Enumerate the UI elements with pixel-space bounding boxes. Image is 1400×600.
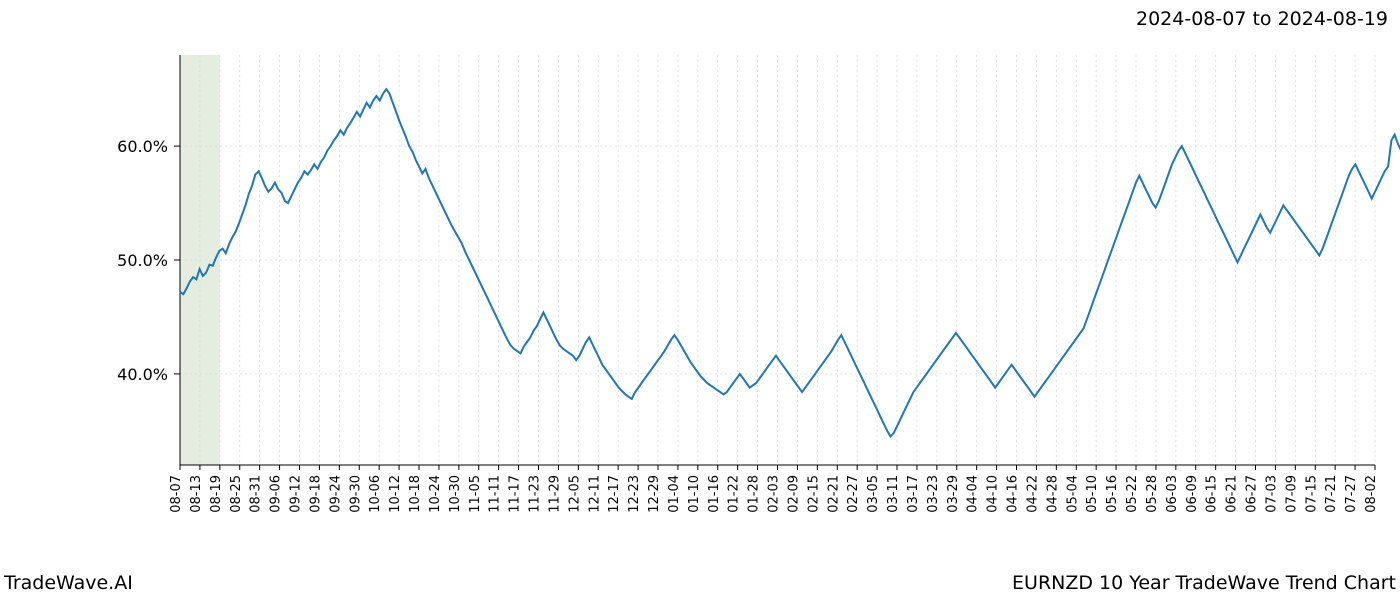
x-tick-label: 12-05 <box>567 475 582 513</box>
x-tick-label: 07-27 <box>1344 475 1359 513</box>
x-tick-label: 10-12 <box>388 475 403 513</box>
x-tick-label: 02-27 <box>846 475 861 513</box>
x-tick-label: 11-11 <box>488 475 503 513</box>
x-tick-label: 09-12 <box>289 475 304 513</box>
x-tick-label: 06-15 <box>1205 475 1220 513</box>
x-tick-label: 01-04 <box>667 475 682 513</box>
x-tick-label: 03-29 <box>946 475 961 513</box>
x-tick-label: 08-07 <box>169 475 184 513</box>
x-tick-label: 11-29 <box>547 475 562 513</box>
x-tick-label: 10-18 <box>408 475 423 513</box>
x-tick-label: 11-17 <box>508 475 523 513</box>
y-tick-label: 50.0% <box>117 251 168 270</box>
x-tick-label: 01-16 <box>707 475 722 513</box>
x-tick-label: 04-28 <box>1045 475 1060 513</box>
x-tick-label: 04-16 <box>1006 475 1021 513</box>
x-tick-label: 08-19 <box>209 475 224 513</box>
x-tick-label: 01-22 <box>727 475 742 513</box>
x-tick-label: 05-28 <box>1145 475 1160 513</box>
x-tick-label: 03-05 <box>866 475 881 513</box>
x-tick-label: 07-15 <box>1304 475 1319 513</box>
x-tick-label: 04-22 <box>1025 475 1040 513</box>
trend-chart: 40.0% 50.0% 60.0% 08-07 08-13 08-19 08-25 08-31… <box>0 0 1400 600</box>
x-tick-label: 08-25 <box>229 475 244 513</box>
x-tick-label: 02-15 <box>806 475 821 513</box>
x-tick-label: 12-17 <box>607 475 622 513</box>
x-tick-label: 01-10 <box>687 475 702 513</box>
x-tick-label: 04-10 <box>986 475 1001 513</box>
x-tick-label: 05-04 <box>1065 475 1080 513</box>
y-tick-label: 40.0% <box>117 365 168 384</box>
x-tick-label: 05-16 <box>1105 475 1120 513</box>
x-tick-label: 08-02 <box>1364 475 1379 513</box>
x-tick-label: 05-10 <box>1085 475 1100 513</box>
x-tick-label: 03-17 <box>906 475 921 513</box>
x-tick-label: 08-31 <box>249 475 264 513</box>
x-tick-label: 12-29 <box>647 475 662 513</box>
x-tick-label: 09-18 <box>308 475 323 513</box>
x-tick-label: 10-30 <box>448 475 463 513</box>
x-tick-label: 03-11 <box>886 475 901 513</box>
x-tick-label: 10-06 <box>368 475 383 513</box>
x-tick-label: 05-22 <box>1125 475 1140 513</box>
x-tick-label: 06-09 <box>1185 475 1200 513</box>
x-tick-label: 07-21 <box>1324 475 1339 513</box>
trend-line <box>180 89 1400 436</box>
y-tick-label: 60.0% <box>117 137 168 156</box>
x-tick-label: 07-03 <box>1264 475 1279 513</box>
x-tick-label: 11-05 <box>468 475 483 513</box>
x-tick-label: 07-09 <box>1284 475 1299 513</box>
x-tick-label: 02-09 <box>786 475 801 513</box>
x-tick-label: 09-30 <box>348 475 363 513</box>
x-tick-label: 09-24 <box>328 475 343 513</box>
x-tick-label: 06-27 <box>1245 475 1260 513</box>
x-tick-label: 08-13 <box>189 475 204 513</box>
x-tick-label: 04-04 <box>966 475 981 513</box>
x-tick-label: 10-24 <box>428 475 443 513</box>
x-tick-label: 02-03 <box>767 475 782 513</box>
x-tick-label: 06-21 <box>1225 475 1240 513</box>
x-tick-label: 06-03 <box>1165 475 1180 513</box>
x-tick-label: 01-28 <box>747 475 762 513</box>
x-tick-label: 12-11 <box>587 475 602 513</box>
x-tick-label: 03-23 <box>926 475 941 513</box>
x-tick-label: 12-23 <box>627 475 642 513</box>
x-tick-label: 11-23 <box>528 475 543 513</box>
x-tick-label: 09-06 <box>269 475 284 513</box>
x-tick-label: 02-21 <box>826 475 841 513</box>
